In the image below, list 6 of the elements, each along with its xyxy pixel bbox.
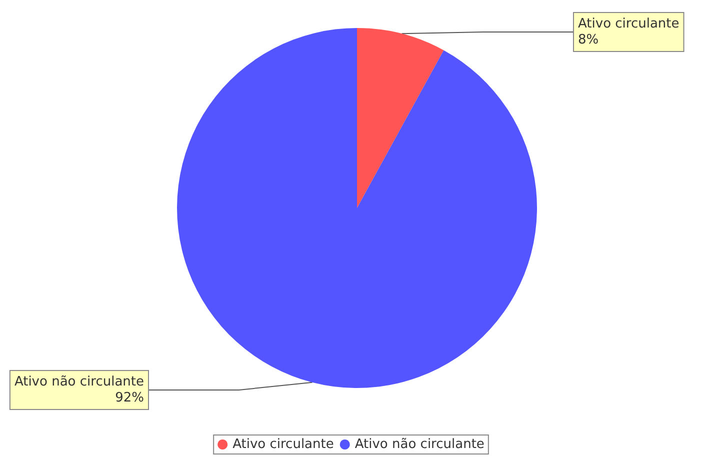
legend-label: Ativo circulante <box>232 437 334 452</box>
legend-label: Ativo não circulante <box>354 437 484 452</box>
data-label: 92% <box>115 390 144 406</box>
slice-label: Ativo circulante <box>578 16 680 32</box>
slice-label: Ativo não circulante <box>14 374 144 390</box>
data-label: 8% <box>578 32 599 48</box>
